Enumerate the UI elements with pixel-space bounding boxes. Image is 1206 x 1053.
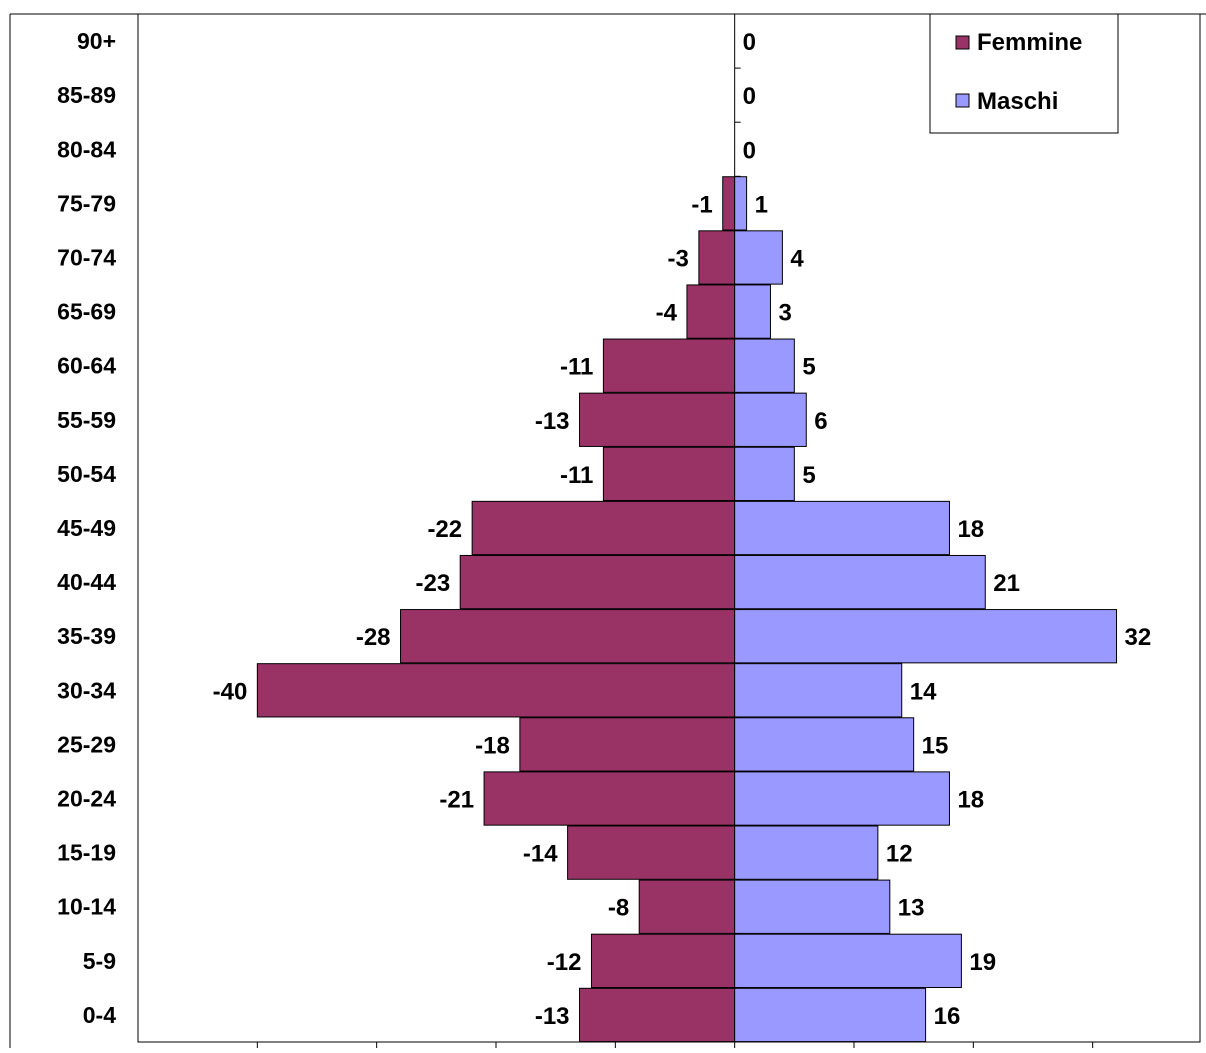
legend-label-maschi: Maschi — [977, 88, 1058, 115]
data-label-femmine: -18 — [475, 732, 510, 759]
category-labels: 0-4 5-9 10-14 15-19 20-24 25-29 30-34 35-39 40-4… — [57, 28, 116, 1028]
category-label: 30-34 — [57, 677, 116, 703]
bar-maschi — [734, 284, 771, 339]
bar-maschi — [734, 717, 915, 772]
category-label: 40-44 — [57, 569, 116, 595]
bar-femmine — [602, 446, 736, 502]
data-label-femmine: -23 — [416, 570, 451, 597]
data-label-maschi: 21 — [993, 570, 1020, 597]
bar-maschi — [734, 338, 795, 393]
legend-swatch-maschi — [955, 93, 970, 108]
data-label-maschi: 18 — [957, 787, 984, 814]
data-label-femmine: -14 — [523, 841, 558, 868]
data-label-maschi: 0 — [743, 137, 756, 164]
category-label: 5-9 — [83, 948, 116, 974]
bar-femmine — [638, 879, 736, 934]
bar-maschi — [734, 987, 927, 1043]
category-label: 65-69 — [57, 299, 116, 325]
data-label-maschi: 1 — [755, 191, 768, 218]
data-label-maschi: 19 — [969, 949, 996, 976]
bar-maschi — [734, 771, 950, 826]
data-label-maschi: 6 — [814, 408, 827, 435]
bar-femmine — [459, 554, 736, 610]
bar-femmine — [698, 230, 736, 285]
data-label-maschi: 5 — [802, 354, 815, 381]
bar-maschi — [734, 825, 879, 880]
bar-femmine — [579, 392, 736, 447]
data-label-maschi: 0 — [743, 83, 756, 110]
data-label-femmine: -12 — [547, 949, 582, 976]
category-label: 25-29 — [57, 731, 116, 757]
bar-maschi — [734, 879, 891, 934]
data-labels: -13-12-8-14-21-18-40-28-23-22-11-13-11-4… — [213, 29, 1152, 1030]
data-label-maschi: 32 — [1125, 624, 1152, 651]
legend-swatch-femmine — [955, 35, 970, 50]
category-label: 50-54 — [57, 461, 116, 487]
data-label-femmine: -22 — [427, 516, 462, 543]
data-label-maschi: 12 — [886, 841, 913, 868]
category-label: 20-24 — [57, 786, 116, 812]
legend: Femmine Maschi — [929, 13, 1119, 134]
category-label: 60-64 — [57, 353, 116, 379]
bar-femmine — [256, 663, 736, 718]
data-label-femmine: -8 — [608, 895, 629, 922]
data-label-maschi: 14 — [910, 678, 937, 705]
bar-maschi — [734, 554, 986, 610]
bar-femmine — [686, 284, 736, 339]
category-label: 90+ — [77, 28, 116, 54]
bars — [256, 176, 1118, 1043]
bar-femmine — [471, 500, 736, 556]
category-label: 75-79 — [57, 190, 116, 216]
data-label-femmine: -40 — [213, 678, 248, 705]
bar-maschi — [734, 392, 807, 447]
data-label-femmine: -21 — [439, 787, 474, 814]
data-label-femmine: -11 — [560, 462, 593, 489]
bar-maschi — [734, 176, 748, 231]
category-label: 55-59 — [57, 407, 116, 433]
bar-femmine — [590, 933, 736, 988]
category-label: 15-19 — [57, 840, 116, 866]
bar-maschi — [734, 663, 903, 718]
bar-femmine — [602, 338, 736, 393]
data-label-maschi: 16 — [934, 1003, 961, 1030]
data-label-femmine: -28 — [356, 624, 391, 651]
bar-femmine — [519, 717, 736, 772]
data-label-maschi: 18 — [957, 516, 984, 543]
bar-maschi — [734, 500, 950, 556]
data-label-femmine: -11 — [560, 354, 593, 381]
category-label: 35-39 — [57, 623, 116, 649]
data-label-femmine: -4 — [656, 300, 678, 327]
category-label: 85-89 — [57, 82, 116, 108]
legend-label-femmine: Femmine — [977, 29, 1082, 56]
bar-femmine — [400, 609, 736, 664]
data-label-femmine: -13 — [535, 1003, 570, 1030]
bar-femmine — [579, 987, 736, 1043]
bar-maschi — [734, 446, 795, 502]
category-label: 45-49 — [57, 515, 116, 541]
data-label-femmine: -1 — [691, 191, 712, 218]
data-label-maschi: 3 — [778, 300, 791, 327]
legend-box — [929, 13, 1119, 134]
data-label-maschi: 4 — [790, 245, 804, 272]
data-label-maschi: 13 — [898, 895, 925, 922]
bar-femmine — [567, 825, 736, 880]
bar-maschi — [734, 230, 783, 285]
category-label: 80-84 — [57, 136, 116, 162]
category-label: 0-4 — [83, 1002, 116, 1028]
data-label-femmine: -3 — [668, 245, 689, 272]
data-label-maschi: 0 — [743, 29, 756, 56]
bar-maschi — [734, 609, 1118, 664]
data-label-maschi: 15 — [922, 732, 949, 759]
bar-maschi — [734, 933, 962, 988]
bar-femmine — [483, 771, 736, 826]
data-label-femmine: -13 — [535, 408, 570, 435]
data-label-maschi: 5 — [802, 462, 815, 489]
bar-femmine — [722, 176, 736, 231]
category-label: 10-14 — [57, 894, 116, 920]
category-label: 70-74 — [57, 244, 116, 270]
